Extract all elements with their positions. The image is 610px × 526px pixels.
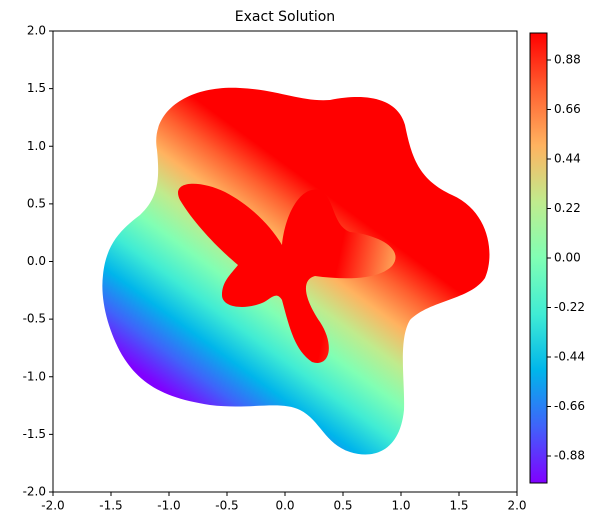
x-tick-label: 0.5 [333,499,352,513]
y-tick-label: 1.0 [27,139,46,153]
colorbar-tick-label: -0.66 [554,399,585,413]
y-tick-label: -1.5 [23,427,46,441]
y-tick-label: 1.5 [27,81,46,95]
chart-title: Exact Solution [235,9,335,25]
y-tick-label: 0.0 [27,254,46,268]
colorbar-tick-label: -0.44 [554,350,585,364]
x-tick-label: -2.0 [41,499,64,513]
inner-field [178,183,396,363]
x-tick-label: -1.5 [99,499,122,513]
colorbar [529,32,548,484]
x-tick-label: 1.0 [391,499,410,513]
y-tick-label: 2.0 [27,24,46,38]
colorbar-tick-label: 0.88 [554,53,581,67]
colorbar-tick-label: 0.22 [554,201,581,215]
x-tick-label: 1.5 [449,499,468,513]
y-tick-label: -2.0 [23,485,46,499]
colorbar-tick-label: 0.66 [554,102,581,116]
x-tick-label: 2.0 [507,499,526,513]
y-tick-label: -1.0 [23,369,46,383]
x-tick-label: 0.0 [275,499,294,513]
x-tick-label: -1.0 [157,499,180,513]
colorbar-tick-label: 0.44 [554,152,581,166]
colorbar-tick-label: -0.88 [554,449,585,463]
x-tick-label: -0.5 [215,499,238,513]
colorbar-tick-label: 0.00 [554,251,581,265]
y-tick-label: -0.5 [23,312,46,326]
colorbar-tick-label: -0.22 [554,300,585,314]
y-tick-label: 0.5 [27,196,46,210]
